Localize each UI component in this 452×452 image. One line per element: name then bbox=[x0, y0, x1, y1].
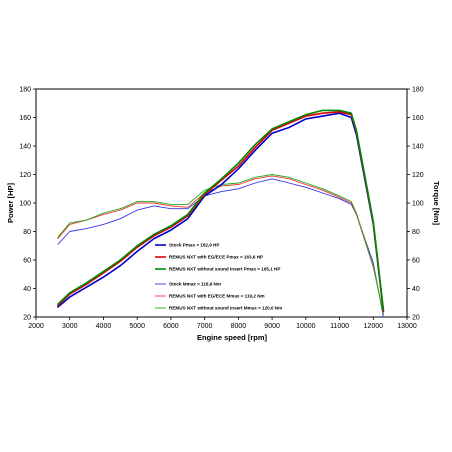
y-tick-label: 20 bbox=[23, 315, 31, 322]
y-tick-label: 40 bbox=[23, 286, 31, 293]
x-tick-label: 3000 bbox=[62, 323, 78, 330]
y-tick-label: 80 bbox=[23, 229, 31, 236]
x-tick-label: 7000 bbox=[197, 323, 213, 330]
y2-tick-label: 40 bbox=[412, 286, 420, 293]
legend-label-5: REMUS NXT with EG/ECE Mmax = 119,2 Nm bbox=[169, 294, 265, 299]
y2-tick-label: 20 bbox=[412, 315, 420, 322]
y2-tick-label: 120 bbox=[412, 172, 424, 179]
x-tick-label: 2000 bbox=[28, 323, 44, 330]
y-tick-label: 160 bbox=[19, 115, 31, 122]
x-tick-label: 9000 bbox=[264, 323, 280, 330]
series-line-3 bbox=[57, 109, 385, 311]
y-tick-label: 60 bbox=[23, 258, 31, 265]
legend-label-4: Stock Mmax = 116,9 Nm bbox=[169, 282, 221, 287]
series-line-1 bbox=[57, 112, 385, 313]
series-line-4 bbox=[57, 178, 384, 318]
legend-label-6: REMUS NXT without sound insert Mmax = 12… bbox=[169, 306, 282, 311]
y2-tick-label: 80 bbox=[412, 229, 420, 236]
legend-label-1: Stock Pmax = 162,9 HP bbox=[169, 243, 219, 248]
x-tick-label: 4000 bbox=[96, 323, 112, 330]
series-line-5 bbox=[57, 175, 384, 315]
series-line-2 bbox=[57, 111, 385, 313]
y2-tick-label: 60 bbox=[412, 258, 420, 265]
y2-axis-title: Torque [Nm] bbox=[432, 181, 441, 226]
plot-frame bbox=[35, 88, 408, 318]
x-tick-label: 5000 bbox=[129, 323, 145, 330]
y2-tick-label: 180 bbox=[412, 87, 424, 94]
x-tick-label: 11000 bbox=[330, 323, 349, 330]
x-tick-label: 6000 bbox=[163, 323, 179, 330]
x-tick-label: 8000 bbox=[231, 323, 247, 330]
y-tick-label: 140 bbox=[19, 144, 31, 151]
tick-layer: 2000 3000 4000 5000 6000 7000 8000 9000 10000 110… bbox=[19, 87, 423, 331]
legend: Stock Pmax = 162,9 HP REMUS NXT with EG/E… bbox=[155, 243, 282, 311]
x-tick-label: 13000 bbox=[397, 323, 417, 330]
y-tick-label: 100 bbox=[19, 201, 31, 208]
y2-tick-label: 100 bbox=[412, 201, 424, 208]
series-layer bbox=[57, 109, 385, 318]
x-tick-label: 10000 bbox=[296, 323, 316, 330]
y-tick-label: 180 bbox=[19, 87, 31, 94]
legend-label-3: REMUS NXT without sound insert Pmax = 16… bbox=[169, 267, 280, 272]
x-tick-label: 12000 bbox=[364, 323, 384, 330]
legend-label-2: REMUS NXT with EG/ECE Pmax = 163,6 HP bbox=[169, 255, 263, 260]
y2-tick-label: 160 bbox=[412, 115, 424, 122]
x-axis-title: Engine speed [rpm] bbox=[197, 333, 268, 342]
y2-tick-label: 140 bbox=[412, 144, 424, 151]
y-tick-label: 120 bbox=[19, 172, 31, 179]
series-line-6 bbox=[57, 174, 384, 315]
y-axis-title: Power [HP] bbox=[6, 183, 15, 224]
